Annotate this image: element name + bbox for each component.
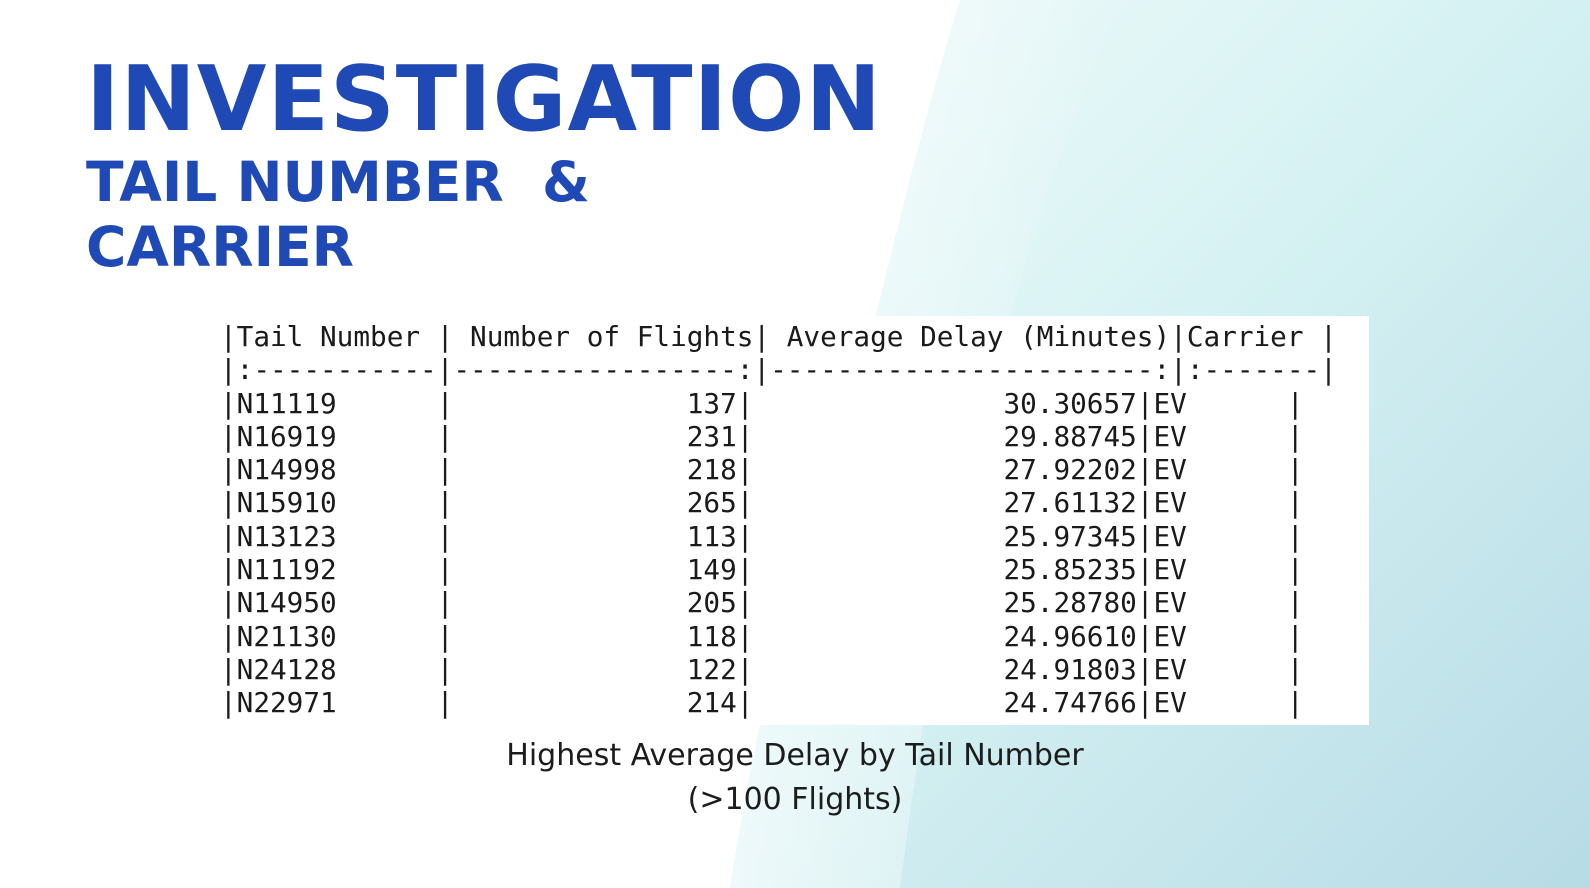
caption-line-1: Highest Average Delay by Tail Number [506, 738, 1084, 773]
table-body: |N11119 | 137| 30.30657|EV | |N16919 | 23… [220, 387, 1337, 720]
markdown-table: |Tail Number | Number of Flights| Averag… [220, 320, 1337, 720]
table-separator-row: |:-----------|-----------------:|-------… [220, 353, 1337, 387]
table-row: |N11119 | 137| 30.30657|EV | [220, 386, 1304, 420]
table-caption: Highest Average Delay by Tail Number (>1… [0, 734, 1590, 822]
page-subtitle: TAIL NUMBER & CARRIER [86, 150, 590, 280]
caption-line-2: (>100 Flights) [687, 782, 903, 817]
table-row: |N22971 | 214| 24.74766|EV | [220, 686, 1304, 720]
table-row: |N24128 | 122| 24.91803|EV | [220, 652, 1304, 686]
table-row: |N13123 | 113| 25.97345|EV | [220, 519, 1304, 553]
subtitle-line-1: TAIL NUMBER & [86, 150, 590, 214]
markdown-table-panel: |Tail Number | Number of Flights| Averag… [214, 316, 1369, 725]
table-row: |N21130 | 118| 24.96610|EV | [220, 619, 1304, 653]
table-row: |N14998 | 218| 27.92202|EV | [220, 453, 1304, 487]
table-row: |N16919 | 231| 29.88745|EV | [220, 419, 1304, 453]
subtitle-line-2: CARRIER [86, 215, 355, 279]
page-title: INVESTIGATION [86, 47, 882, 152]
table-row: |N14950 | 205| 25.28780|EV | [220, 586, 1304, 620]
table-row: |N11192 | 149| 25.85235|EV | [220, 553, 1304, 587]
table-header-row: |Tail Number | Number of Flights| Averag… [220, 320, 1337, 353]
table-row: |N15910 | 265| 27.61132|EV | [220, 486, 1304, 520]
